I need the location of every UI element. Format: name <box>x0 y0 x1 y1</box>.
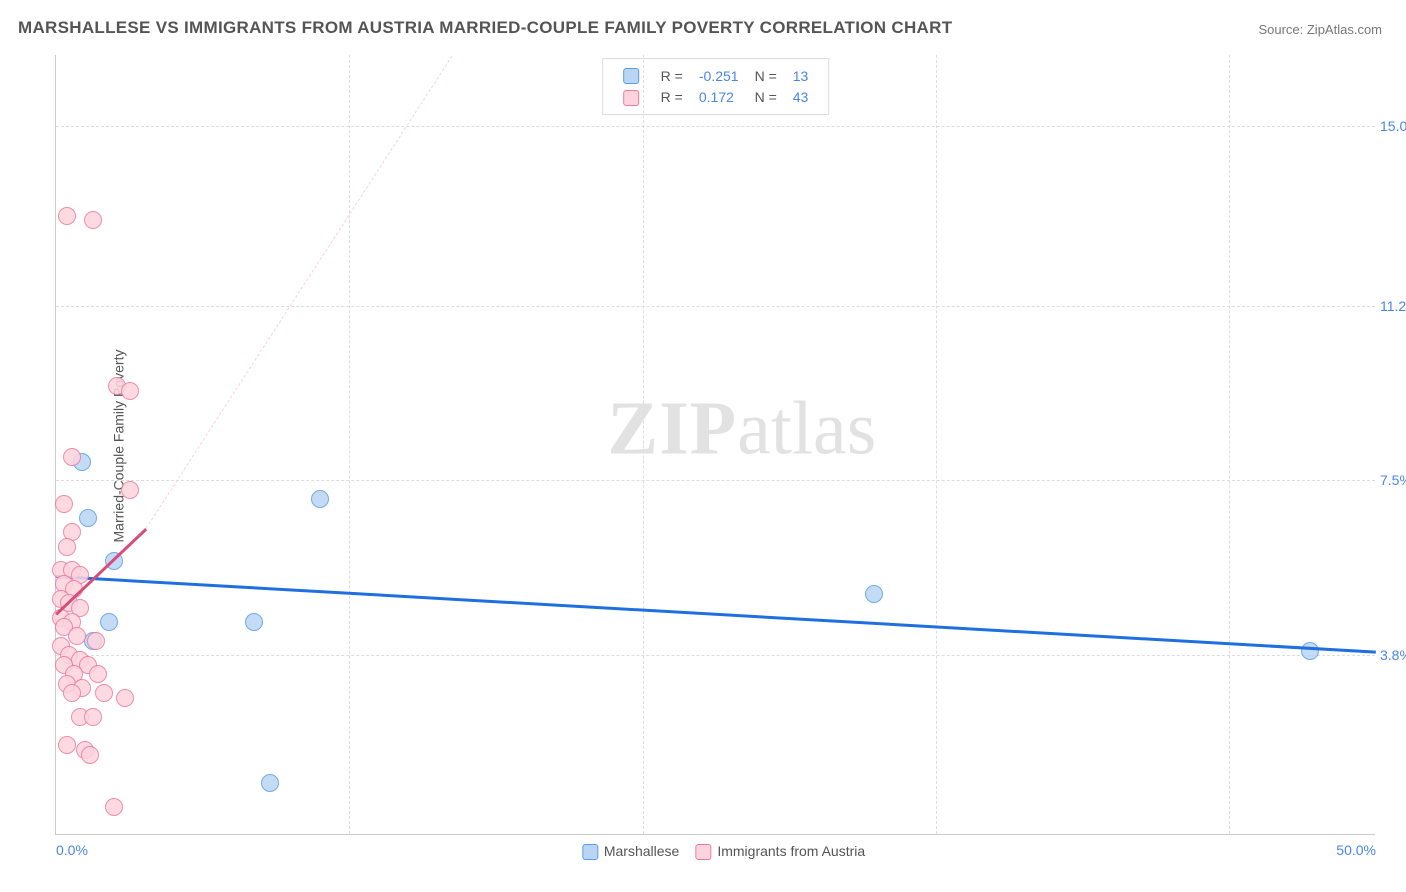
legend-row-austria: R =0.172N =43 <box>615 86 817 107</box>
series-legend: Marshallese Immigrants from Austria <box>566 843 865 860</box>
data-point-austria <box>55 495 73 513</box>
data-point-marshallese <box>79 509 97 527</box>
data-point-marshallese <box>311 490 329 508</box>
data-point-austria <box>116 689 134 707</box>
chart-title: MARSHALLESE VS IMMIGRANTS FROM AUSTRIA M… <box>18 18 952 38</box>
gridline-horizontal <box>56 306 1375 307</box>
legend-r-label: R = <box>653 86 691 107</box>
gridline-vertical <box>1229 55 1230 834</box>
data-point-austria <box>63 448 81 466</box>
legend-r-label: R = <box>653 65 691 86</box>
legend-r-value: -0.251 <box>691 65 747 86</box>
x-tick-label: 50.0% <box>1336 842 1376 858</box>
y-tick-label: 3.8% <box>1380 647 1406 663</box>
data-point-austria <box>84 211 102 229</box>
data-point-austria <box>58 736 76 754</box>
gridline-vertical <box>936 55 937 834</box>
data-point-marshallese <box>261 774 279 792</box>
data-point-marshallese <box>865 585 883 603</box>
data-point-austria <box>95 684 113 702</box>
legend-n-value: 13 <box>785 65 817 86</box>
data-point-austria <box>63 684 81 702</box>
data-point-austria <box>105 798 123 816</box>
gridline-horizontal <box>56 655 1375 656</box>
data-point-austria <box>68 627 86 645</box>
legend-series-label: Immigrants from Austria <box>717 843 865 859</box>
data-point-marshallese <box>245 613 263 631</box>
data-point-marshallese <box>100 613 118 631</box>
legend-row-marshallese: R =-0.251N =13 <box>615 65 817 86</box>
data-point-marshallese <box>1301 642 1319 660</box>
legend-n-value: 43 <box>785 86 817 107</box>
legend-swatch-icon <box>623 68 639 84</box>
source-attribution: Source: ZipAtlas.com <box>1258 22 1382 37</box>
data-point-austria <box>87 632 105 650</box>
data-point-austria <box>58 538 76 556</box>
legend-series-label: Marshallese <box>604 843 679 859</box>
legend-n-label: N = <box>747 86 785 107</box>
data-point-austria <box>89 665 107 683</box>
legend-swatch-icon <box>582 844 598 860</box>
data-point-austria <box>81 746 99 764</box>
gridline-vertical <box>349 55 350 834</box>
y-tick-label: 15.0% <box>1380 118 1406 134</box>
y-tick-label: 7.5% <box>1380 472 1406 488</box>
data-point-austria <box>58 207 76 225</box>
legend-n-label: N = <box>747 65 785 86</box>
scatter-plot: ZIPatlas R =-0.251N =13R =0.172N =43 Mar… <box>55 55 1375 835</box>
gridline-horizontal <box>56 480 1375 481</box>
data-point-austria <box>121 481 139 499</box>
gridline-vertical <box>643 55 644 834</box>
watermark: ZIPatlas <box>607 385 876 472</box>
gridline-horizontal <box>56 126 1375 127</box>
y-tick-label: 11.2% <box>1380 298 1406 314</box>
x-tick-label: 0.0% <box>56 842 88 858</box>
data-point-austria <box>84 708 102 726</box>
legend-r-value: 0.172 <box>691 86 747 107</box>
legend-swatch-icon <box>695 844 711 860</box>
legend-swatch-icon <box>623 90 639 106</box>
correlation-legend: R =-0.251N =13R =0.172N =43 <box>602 58 830 115</box>
data-point-austria <box>121 382 139 400</box>
